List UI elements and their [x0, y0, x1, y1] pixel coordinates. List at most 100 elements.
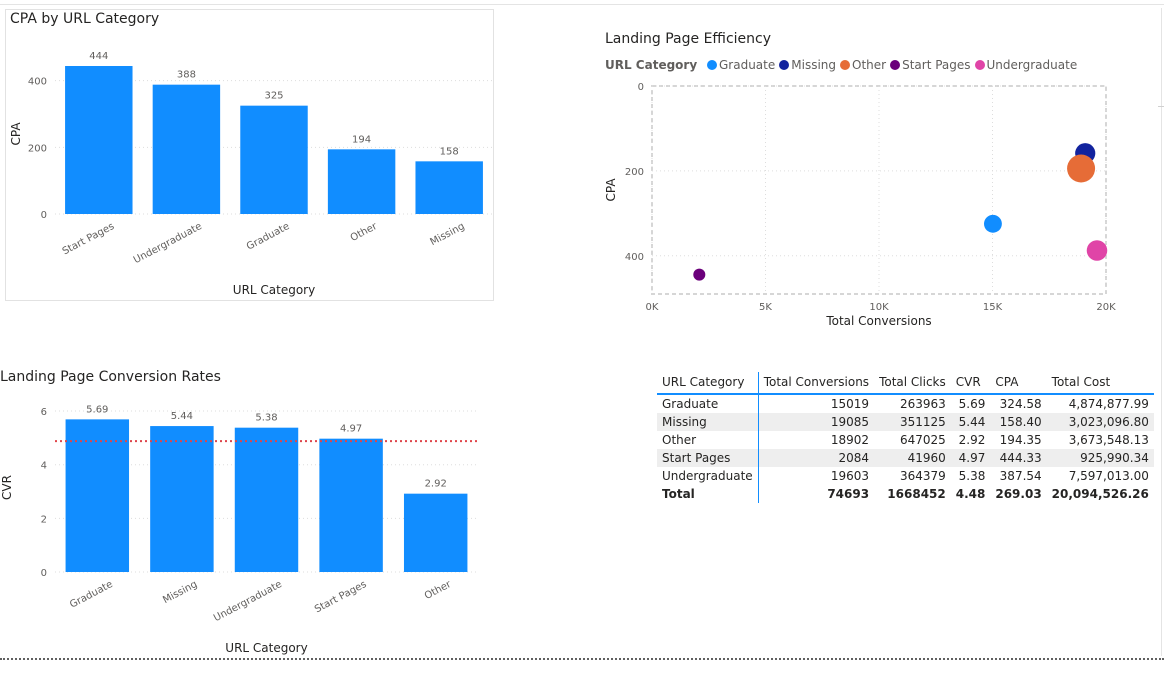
y-tick-label: 4: [41, 461, 47, 472]
table-cell: 263963: [899, 396, 946, 411]
data-label: 2.92: [425, 479, 447, 490]
scatter-point[interactable]: [983, 214, 1002, 233]
bar[interactable]: [65, 66, 133, 214]
legend-label: Undergraduate: [986, 58, 1078, 72]
table-cell: 7,597,013.00: [1068, 468, 1149, 483]
bar[interactable]: [319, 438, 383, 572]
table-cell: 5.44: [950, 413, 991, 431]
y-tick-label: 200: [625, 167, 644, 178]
efficiency-legend[interactable]: URL Category Graduate Missing Other Start P…: [605, 58, 1081, 74]
table-total-row: Total 74693 1668452 4.48 269.03 20,094,526.26: [657, 485, 1154, 503]
x-tick-label: Other: [349, 221, 380, 244]
table-row[interactable]: Graduate 15019 263963 5.69 324.58 4,874,877.9…: [657, 394, 1154, 413]
scatter-point[interactable]: [693, 268, 706, 281]
y-tick-label: 400: [625, 252, 644, 263]
data-label: 158: [440, 146, 459, 157]
x-tick-label: Undergraduate: [212, 579, 284, 624]
data-label: 4.97: [340, 424, 362, 435]
data-label: 388: [177, 70, 196, 81]
cpa-bar-chart[interactable]: 0 200 400 444 Start Pages 388 Undergraduate 325…: [0, 0, 500, 310]
table-cell: 2084: [758, 449, 875, 467]
efficiency-scatter-chart[interactable]: 0K 5K 10K 15K 20K 0 200 400 Total Conversions CPA: [590, 70, 1130, 335]
right-border: [1161, 8, 1162, 656]
table-cell: 324.58: [999, 396, 1042, 411]
x-axis-title: URL Category: [225, 641, 307, 655]
bar[interactable]: [403, 493, 468, 572]
table-cell: Missing: [657, 413, 759, 431]
legend-item[interactable]: Other: [840, 58, 886, 72]
y-tick-label: 0: [41, 210, 47, 221]
table-row[interactable]: Other 18902 647025 2.92 194.35 3,673,548.13: [657, 431, 1154, 449]
x-tick-label: 0K: [646, 302, 659, 313]
x-tick-label: Other: [423, 579, 454, 602]
efficiency-chart-title: Landing Page Efficiency: [605, 31, 772, 47]
legend-item[interactable]: Missing: [779, 58, 836, 72]
y-tick-label: 0: [638, 82, 644, 93]
total-cell: Total: [657, 485, 759, 503]
data-label: 444: [89, 51, 108, 62]
y-tick-label: 0: [41, 568, 47, 579]
y-axis-title: CVR: [0, 475, 14, 500]
top-border: [0, 4, 1164, 5]
total-cell: 1668452: [887, 486, 946, 501]
y-tick-label: 6: [41, 407, 47, 418]
table-cell: 4.97: [950, 449, 991, 467]
table-cell: Start Pages: [657, 449, 759, 467]
bar[interactable]: [415, 161, 483, 214]
bar[interactable]: [327, 149, 396, 214]
table-cell: 15019: [830, 396, 870, 411]
cpa-bar-chart-visual[interactable]: [5, 9, 494, 301]
scatter-point[interactable]: [1067, 154, 1096, 183]
table-cell: 5.69: [958, 396, 986, 411]
table-row[interactable]: Start Pages 2084 41960 4.97 444.33 925,990.34: [657, 449, 1154, 467]
column-header[interactable]: Total Conversions: [758, 372, 875, 395]
x-tick-label: 10K: [869, 302, 889, 313]
table-cell: 4,874,877.99: [1068, 396, 1149, 411]
y-tick-label: 200: [28, 143, 47, 154]
legend-title: URL Category: [605, 58, 698, 72]
table-row[interactable]: Missing 19085 351125 5.44 158.40 3,023,096.80: [657, 413, 1154, 431]
bar[interactable]: [152, 84, 221, 215]
table-cell: 444.33: [990, 449, 1047, 467]
x-axis-title: Total Conversions: [825, 314, 931, 328]
table-row[interactable]: Undergraduate 19603 364379 5.38 387.54 7,597,…: [657, 467, 1154, 485]
table-cell: 3,673,548.13: [1068, 432, 1149, 447]
page-bottom-divider: [0, 658, 1164, 660]
bar[interactable]: [150, 426, 214, 572]
column-header[interactable]: CVR: [950, 372, 991, 395]
table-cell: 2.92: [958, 432, 986, 447]
data-label: 5.44: [171, 411, 193, 422]
legend-label: Missing: [791, 58, 836, 72]
y-axis-title: CPA: [9, 122, 23, 146]
cpa-chart-title: CPA by URL Category: [10, 11, 160, 27]
total-cell: 4.48: [955, 486, 986, 501]
column-header[interactable]: Total Cost: [1046, 372, 1154, 395]
legend-item[interactable]: Graduate: [707, 58, 775, 72]
column-header[interactable]: Total Clicks: [874, 372, 951, 395]
table-cell: 158.40: [990, 413, 1047, 431]
table-header-row: URL Category Total Conversions Total Click…: [657, 372, 1154, 395]
legend-marker: [707, 60, 717, 70]
table-cell: 387.54: [999, 468, 1042, 483]
scatter-point[interactable]: [1086, 240, 1108, 261]
bar[interactable]: [65, 419, 130, 572]
table-cell: Graduate: [657, 394, 759, 413]
y-tick-label: 400: [28, 77, 47, 88]
legend-label: Other: [852, 58, 887, 72]
column-header[interactable]: CPA: [990, 372, 1047, 395]
legend-marker: [779, 60, 790, 70]
legend-item[interactable]: Undergraduate: [974, 58, 1078, 72]
bar[interactable]: [234, 427, 299, 572]
column-header[interactable]: URL Category: [657, 372, 759, 395]
x-tick-label: Start Pages: [61, 221, 117, 257]
legend-marker: [974, 60, 985, 70]
x-tick-label: Undergraduate: [132, 221, 204, 266]
bar[interactable]: [240, 105, 308, 214]
table-cell: 18902: [830, 432, 870, 447]
summary-table[interactable]: URL Category Total Conversions Total Click…: [657, 372, 1154, 503]
table-cell: 364379: [899, 468, 946, 483]
cvr-bar-chart[interactable]: 0 2 4 6 5.69 Graduate 5.44 Missing 5.38 Undergrad…: [0, 385, 500, 660]
table-cell: 194.35: [999, 432, 1042, 447]
table-cell: 351125: [874, 413, 951, 431]
legend-item[interactable]: Start Pages: [890, 58, 971, 72]
